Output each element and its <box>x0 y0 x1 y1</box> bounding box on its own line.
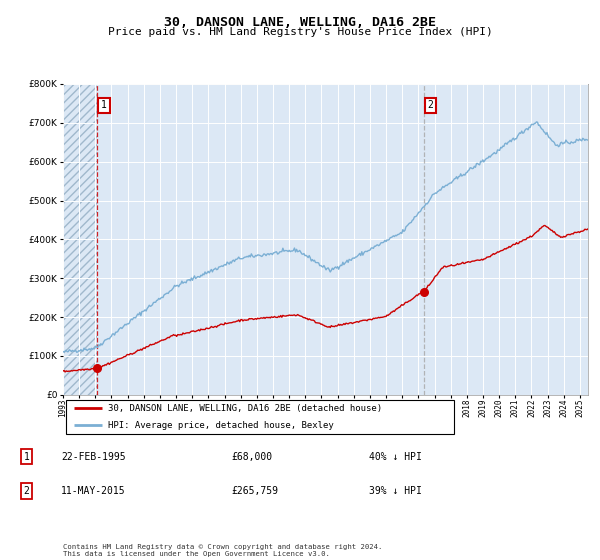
Text: 40% ↓ HPI: 40% ↓ HPI <box>369 451 422 461</box>
Text: 39% ↓ HPI: 39% ↓ HPI <box>369 486 422 496</box>
Text: £68,000: £68,000 <box>231 451 272 461</box>
FancyBboxPatch shape <box>65 399 454 434</box>
Bar <box>63 84 97 395</box>
Text: 30, DANSON LANE, WELLING, DA16 2BE (detached house): 30, DANSON LANE, WELLING, DA16 2BE (deta… <box>107 404 382 413</box>
Text: £265,759: £265,759 <box>231 486 278 496</box>
Text: 11-MAY-2015: 11-MAY-2015 <box>61 486 125 496</box>
Text: Price paid vs. HM Land Registry's House Price Index (HPI): Price paid vs. HM Land Registry's House … <box>107 27 493 37</box>
Text: 2: 2 <box>428 100 434 110</box>
Text: 22-FEB-1995: 22-FEB-1995 <box>61 451 125 461</box>
Text: HPI: Average price, detached house, Bexley: HPI: Average price, detached house, Bexl… <box>107 421 334 430</box>
Text: 1: 1 <box>23 451 29 461</box>
Text: 2: 2 <box>23 486 29 496</box>
Text: Contains HM Land Registry data © Crown copyright and database right 2024.
This d: Contains HM Land Registry data © Crown c… <box>63 544 382 557</box>
Text: 1: 1 <box>101 100 107 110</box>
Text: 30, DANSON LANE, WELLING, DA16 2BE: 30, DANSON LANE, WELLING, DA16 2BE <box>164 16 436 29</box>
